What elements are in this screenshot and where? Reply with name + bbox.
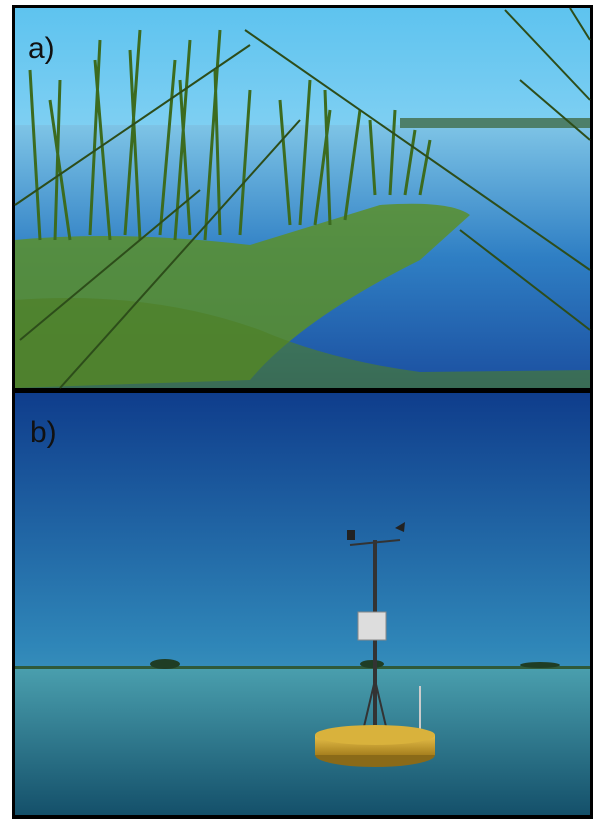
panel-label: b)	[30, 416, 57, 449]
far-shore	[400, 118, 590, 128]
horizon	[15, 666, 590, 669]
trees	[520, 662, 560, 668]
reeds	[28, 29, 432, 241]
panel-a: a)	[14, 7, 591, 389]
reed-stems	[14, 7, 591, 389]
buoy-station	[315, 522, 435, 767]
trees	[360, 660, 384, 668]
water	[15, 668, 590, 815]
trees	[150, 659, 180, 669]
panel-b: b)	[15, 393, 590, 815]
duckweed	[15, 298, 590, 388]
panel-label: a)	[28, 32, 55, 65]
